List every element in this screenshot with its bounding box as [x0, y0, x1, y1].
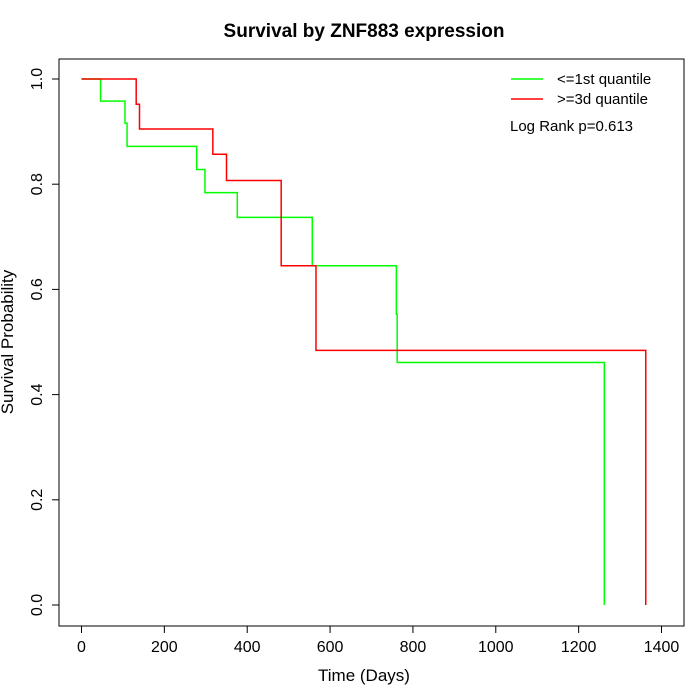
y-tick-label: 0.0 [29, 594, 46, 616]
series-line-0 [81, 78, 606, 605]
y-axis: 0.0 0.2 0.4 0.6 0.8 1.0 [29, 68, 60, 616]
x-tick-label: 0 [77, 639, 86, 656]
plot-area-frame [58, 58, 685, 627]
x-tick-label: 1000 [478, 639, 514, 656]
legend: <=1st quantile >=3d quantile [511, 71, 651, 108]
x-axis-label: Time (Days) [318, 666, 410, 685]
y-tick-label: 1.0 [29, 68, 46, 90]
series-layer [81, 78, 647, 605]
x-tick-label: 800 [400, 639, 427, 656]
y-axis-label: Survival Probability [0, 269, 17, 414]
legend-label: <=1st quantile [557, 71, 651, 88]
x-axis: 0 200 400 600 800 1000 1200 1400 [77, 625, 680, 656]
x-tick-label: 200 [151, 639, 178, 656]
y-tick-label: 0.6 [29, 278, 46, 300]
chart-title: Survival by ZNF883 expression [224, 21, 505, 42]
x-tick-label: 1200 [561, 639, 597, 656]
x-tick-label: 1400 [644, 639, 680, 656]
y-tick-label: 0.4 [29, 383, 46, 405]
x-tick-label: 400 [234, 639, 261, 656]
y-tick-label: 0.8 [29, 173, 46, 195]
legend-label: >=3d quantile [557, 91, 648, 108]
series-line-1 [81, 78, 647, 605]
x-tick-label: 600 [317, 639, 344, 656]
logrank-annotation: Log Rank p=0.613 [510, 118, 633, 135]
y-tick-label: 0.2 [29, 489, 46, 511]
